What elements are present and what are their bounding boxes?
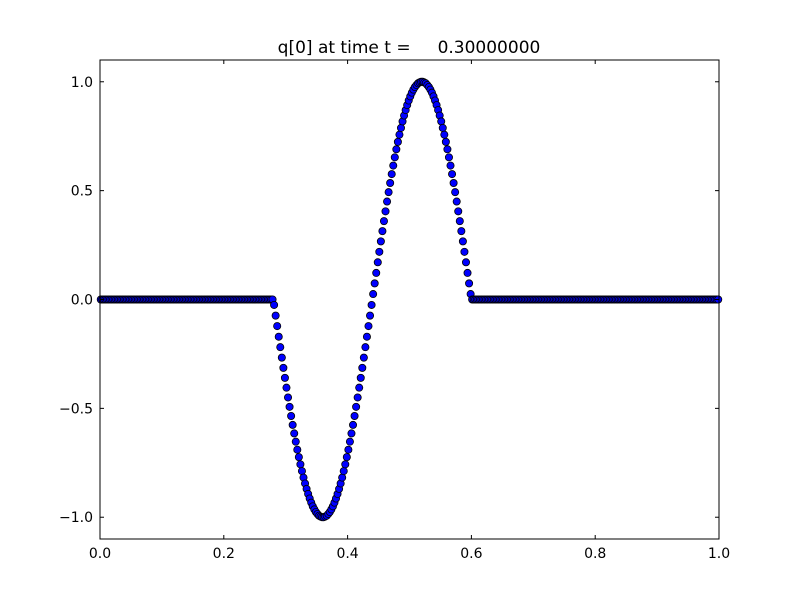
y-tick-label: −0.5 (59, 401, 93, 417)
data-point (341, 460, 350, 469)
data-point (372, 268, 381, 277)
data-point (375, 247, 384, 256)
data-point (393, 137, 402, 146)
data-point (460, 247, 469, 256)
data-point (282, 383, 291, 392)
data-point (276, 343, 285, 352)
data-point (347, 429, 356, 438)
data-point (440, 130, 449, 139)
data-point (359, 353, 368, 362)
data-point (345, 437, 354, 446)
data-point (358, 363, 367, 372)
data-point (438, 123, 447, 132)
data-point (378, 227, 387, 236)
data-point (274, 332, 283, 341)
data-point (455, 217, 464, 226)
data-point (390, 153, 399, 162)
data-point (356, 373, 365, 382)
data-point (290, 429, 299, 438)
data-point (443, 145, 452, 154)
y-tick-label: 1.0 (71, 75, 93, 91)
data-point (465, 279, 474, 288)
data-point (271, 311, 280, 320)
data-point (461, 258, 470, 267)
data-point (288, 420, 297, 429)
data-point (273, 322, 282, 331)
data-point (342, 453, 351, 462)
data-points (96, 77, 723, 522)
data-point (280, 373, 289, 382)
data-point (389, 161, 398, 170)
data-point (383, 197, 392, 206)
data-point (297, 467, 306, 476)
data-point (353, 393, 362, 402)
data-point (339, 467, 348, 476)
data-point (344, 445, 353, 454)
y-tick-label: 0.5 (71, 184, 93, 200)
data-point (451, 188, 460, 197)
data-point (370, 279, 379, 288)
data-point (270, 300, 279, 309)
x-tick-label: 0.2 (213, 546, 235, 562)
data-point (366, 311, 375, 320)
data-point (338, 473, 347, 482)
data-point (285, 402, 294, 411)
y-tick-label: 0.0 (71, 293, 93, 309)
data-point (349, 420, 358, 429)
x-tick-label: 0.4 (336, 546, 358, 562)
chart-title: q[0] at time t = 0.30000000 (278, 38, 541, 58)
x-tick-label: 1.0 (708, 546, 730, 562)
data-point (379, 217, 388, 226)
data-point (454, 207, 463, 216)
axis-ticks: 0.0 0.2 0.4 0.6 0.8 1.0 −1.0 −0.5 0.0 0.5 1.0 (59, 60, 730, 562)
data-point (444, 153, 453, 162)
data-point (381, 207, 390, 216)
data-point (352, 402, 361, 411)
data-point (277, 353, 286, 362)
data-point (452, 197, 461, 206)
data-point (279, 363, 288, 372)
data-point (284, 393, 293, 402)
data-point (293, 445, 302, 454)
x-tick-label: 0.6 (460, 546, 482, 562)
data-point (446, 161, 455, 170)
data-point (369, 290, 378, 299)
data-point (294, 453, 303, 462)
data-point (463, 268, 472, 277)
data-point (362, 332, 371, 341)
data-point (387, 170, 396, 179)
data-point (395, 130, 404, 139)
y-tick-label: −1.0 (59, 510, 93, 526)
data-point (384, 188, 393, 197)
data-point (457, 227, 466, 236)
data-point (291, 437, 300, 446)
data-point (287, 411, 296, 420)
data-point (392, 145, 401, 154)
data-point (386, 179, 395, 188)
data-point (449, 179, 458, 188)
data-point (296, 460, 305, 469)
x-tick-label: 0.8 (584, 546, 606, 562)
data-point (373, 258, 382, 267)
data-point (458, 237, 467, 246)
data-point (376, 237, 385, 246)
data-point (441, 137, 450, 146)
data-point (448, 170, 457, 179)
data-point (437, 117, 446, 126)
data-point (396, 123, 405, 132)
x-tick-label: 0.0 (89, 546, 111, 562)
data-point (350, 411, 359, 420)
data-point (364, 322, 373, 331)
data-point (361, 343, 370, 352)
data-point (367, 300, 376, 309)
data-point (355, 383, 364, 392)
